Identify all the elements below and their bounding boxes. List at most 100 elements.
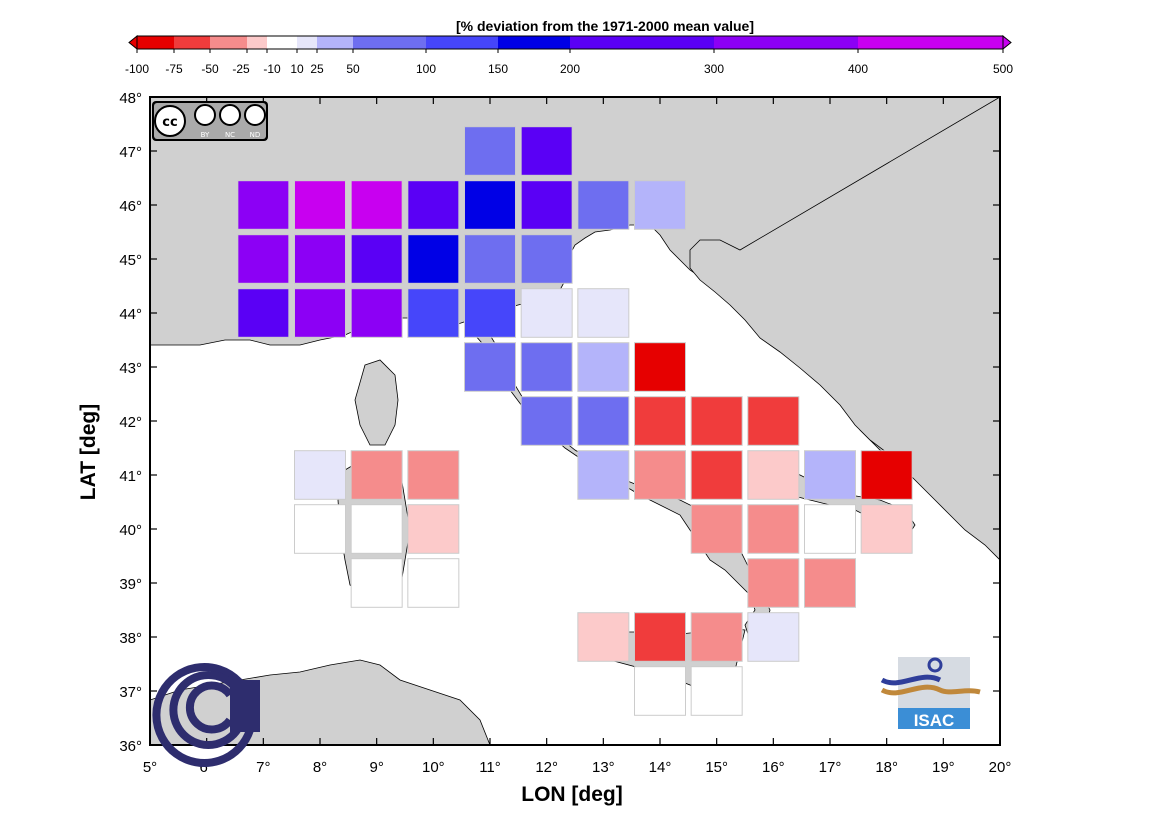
by-icon <box>194 104 216 126</box>
grid-cell <box>634 342 686 392</box>
y-tick-label: 41° <box>119 468 142 485</box>
nd-label: ND <box>250 131 261 139</box>
nc-icon <box>219 104 241 126</box>
colorbar-swatch <box>297 36 317 49</box>
grid-cell <box>294 180 346 230</box>
colorbar-swatch <box>210 36 247 49</box>
grid-cell <box>747 612 800 662</box>
y-axis-title: LAT [deg] <box>77 404 100 500</box>
grid-cell <box>464 126 516 176</box>
x-tick-label: 15° <box>705 759 728 776</box>
colorbar-label: 400 <box>848 62 868 76</box>
colorbar-label: 150 <box>488 62 508 76</box>
x-tick-labels: 5° 6° 7° 8° 9° 10° 11° 12° 13° 14° 15° 16° 17° 18° 19°… <box>143 759 1012 776</box>
grid-cell <box>804 450 856 500</box>
x-tick-label: 7° <box>256 759 270 776</box>
cc-license-badge: cc BY NC ND <box>152 101 268 141</box>
y-tick-label: 48° <box>119 90 142 107</box>
y-tick-label: 37° <box>119 684 142 701</box>
x-tick-label: 16° <box>762 759 785 776</box>
grid-cell <box>520 396 573 446</box>
nc-label: NC <box>225 131 235 139</box>
colorbar-label: 10 <box>290 62 304 76</box>
grid-cell <box>350 234 403 284</box>
grid-cell <box>294 234 346 284</box>
grid-cell <box>520 126 573 176</box>
grid-cell <box>690 666 743 716</box>
x-tick-label: 17° <box>819 759 842 776</box>
y-tick-label: 42° <box>119 414 142 431</box>
grid-cell <box>747 396 800 446</box>
x-tick-label: 9° <box>369 759 383 776</box>
grid-cell <box>407 504 460 554</box>
nd-icon <box>244 104 266 126</box>
grid-cell <box>804 558 856 608</box>
grid-cell <box>860 450 913 500</box>
grid-cell <box>407 234 460 284</box>
corsica-land <box>354 359 399 446</box>
colorbar-swatch <box>498 36 570 49</box>
grid-cell <box>860 504 913 554</box>
axis-ticks <box>149 96 1001 746</box>
colorbar-swatch <box>317 36 353 49</box>
colorbar-swatch <box>353 36 426 49</box>
grid-cell <box>407 288 460 338</box>
grid-cell <box>747 558 800 608</box>
grid-cell <box>350 504 403 554</box>
x-tick-label: 5° <box>143 759 157 776</box>
grid-cell <box>350 288 403 338</box>
grid-cell <box>690 396 743 446</box>
grid-cell <box>237 180 290 230</box>
map-panel <box>150 97 1000 745</box>
x-axis-title: LON [deg] <box>521 783 622 806</box>
colorbar-swatch <box>570 36 714 49</box>
colorbar-swatch <box>267 36 297 49</box>
grid-cell <box>350 180 403 230</box>
colorbar-max-arrow <box>1002 34 1012 51</box>
x-tick-label: 20° <box>989 759 1012 776</box>
cc-icon <box>154 105 186 137</box>
grid-cell <box>577 288 630 338</box>
grid-cell <box>577 396 630 446</box>
y-tick-label: 47° <box>119 144 142 161</box>
grid-cell <box>690 612 743 662</box>
grid-cell <box>520 342 573 392</box>
grid-cell <box>407 180 460 230</box>
colorbar-swatch <box>426 36 498 49</box>
grid-cell <box>237 234 290 284</box>
x-tick-label: 19° <box>932 759 955 776</box>
x-tick-label: 14° <box>649 759 672 776</box>
wave-icon <box>927 657 943 673</box>
grid-cell <box>520 288 573 338</box>
colorbar-swatch <box>137 36 174 49</box>
grid-cell <box>747 504 800 554</box>
x-tick-label: 8° <box>313 759 327 776</box>
colorbar: [% deviation from the 1971-2000 mean val… <box>125 18 1013 76</box>
colorbar-label: 25 <box>310 62 324 76</box>
colorbar-label: 50 <box>346 62 360 76</box>
colorbar-label: 300 <box>704 62 724 76</box>
colorbar-label: 200 <box>560 62 580 76</box>
grid-cell <box>804 504 856 554</box>
grid-cell <box>577 450 630 500</box>
grid-cell <box>237 288 290 338</box>
grid-cell <box>520 234 573 284</box>
colorbar-label: -75 <box>165 62 183 76</box>
x-tick-label: 12° <box>535 759 558 776</box>
grid-cell <box>690 504 743 554</box>
grid-cell <box>294 504 346 554</box>
grid-cell <box>464 234 516 284</box>
grid-cell <box>350 450 403 500</box>
grid-cell <box>690 450 743 500</box>
y-tick-label: 46° <box>119 198 142 215</box>
colorbar-swatch <box>247 36 267 49</box>
colorbar-label: -10 <box>263 62 281 76</box>
balkans-land <box>689 97 1000 561</box>
colorbar-title: [% deviation from the 1971-2000 mean val… <box>456 18 754 34</box>
cnr-logo <box>152 663 260 767</box>
x-tick-label: 10° <box>422 759 445 776</box>
y-tick-label: 38° <box>119 630 142 647</box>
colorbar-swatch <box>858 36 1003 49</box>
colorbar-swatch <box>174 36 210 49</box>
